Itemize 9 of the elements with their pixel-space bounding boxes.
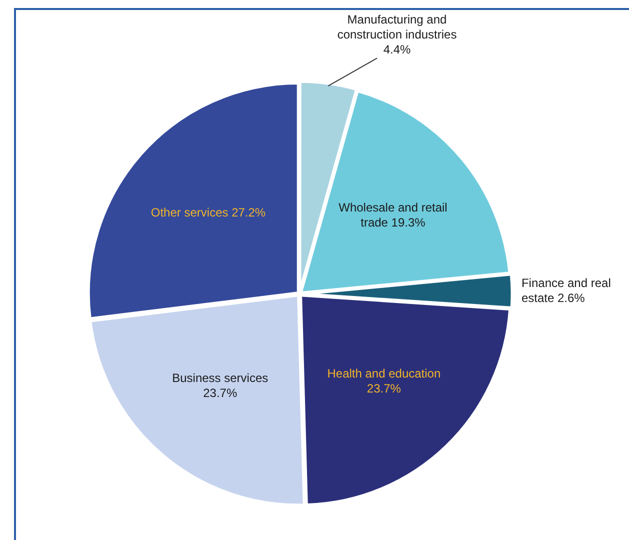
slice-label: Health and education	[327, 366, 441, 381]
slice-label: Wholesale and retail trade 19.3%	[338, 200, 448, 230]
data-label: 23.7%	[203, 386, 238, 400]
slice-label: Other services 27.2%	[150, 206, 266, 220]
data-label: 4.4%	[383, 42, 412, 57]
slice-label: Finance and real estate 2.6%	[521, 276, 611, 305]
data-label: 23.7%	[366, 382, 402, 396]
slice-label: Manufacturing and construction industries	[337, 12, 457, 42]
slice-label: Business services	[172, 371, 268, 386]
